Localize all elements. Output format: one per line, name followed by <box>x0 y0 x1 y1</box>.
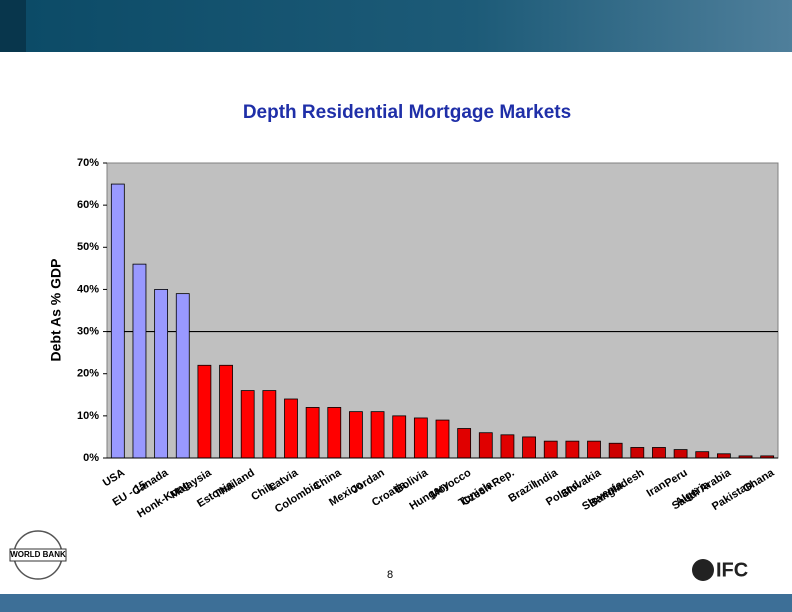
bar <box>154 289 169 459</box>
y-tick-label: 20% <box>77 368 99 380</box>
bar <box>695 451 710 459</box>
bar <box>219 364 233 459</box>
bar <box>716 453 731 459</box>
x-tick-label: Peru <box>663 467 690 490</box>
logo-text: WORLD BANK <box>10 550 66 559</box>
y-tick-label: 60% <box>77 199 99 211</box>
x-tick-label: India <box>532 466 561 490</box>
header-band <box>0 0 792 52</box>
x-tick-label: Ghana <box>741 466 777 495</box>
y-tick-label: 40% <box>77 283 99 295</box>
y-tick-label: 30% <box>77 325 99 337</box>
y-tick-label: 10% <box>77 410 99 422</box>
bar <box>110 183 125 459</box>
bar <box>435 419 450 459</box>
bar <box>522 436 536 459</box>
x-tick-label: USA <box>101 467 127 490</box>
ifc-logo: IFC <box>692 559 748 581</box>
x-tick-label: China <box>311 466 344 493</box>
y-tick-label: 0% <box>83 452 99 464</box>
world-bank-logo: WORLD BANK <box>9 530 67 580</box>
bar <box>349 411 363 459</box>
bar <box>500 434 515 459</box>
bar <box>608 442 623 459</box>
bar <box>327 407 342 459</box>
bar <box>543 440 558 459</box>
logo-globe <box>692 559 714 581</box>
bar <box>673 449 688 459</box>
y-axis-label: Debt As % GDP <box>48 259 64 362</box>
bar <box>284 398 298 459</box>
bar <box>565 440 580 459</box>
x-tick-label: Latvia <box>267 466 301 493</box>
page-number: 8 <box>387 569 393 581</box>
bar <box>630 447 645 459</box>
chart-title: Depth Residential Mortgage Markets <box>243 102 571 123</box>
bar <box>305 407 320 459</box>
logo-text: IFC <box>716 559 748 581</box>
y-tick-label: 50% <box>77 241 99 253</box>
bar <box>413 417 428 459</box>
y-tick-label: 70% <box>77 157 99 169</box>
bar <box>652 447 666 459</box>
bar <box>457 428 472 459</box>
bar <box>587 440 601 459</box>
bar <box>175 293 190 459</box>
bar <box>370 411 385 459</box>
logo-banner <box>9 548 67 562</box>
header-block <box>0 0 26 52</box>
bar <box>392 415 407 459</box>
plot-area <box>106 162 779 459</box>
footer-band <box>0 594 792 612</box>
bar <box>262 390 277 459</box>
bar <box>478 432 493 459</box>
bar <box>240 390 255 459</box>
bar <box>132 263 147 459</box>
bar <box>197 364 212 459</box>
